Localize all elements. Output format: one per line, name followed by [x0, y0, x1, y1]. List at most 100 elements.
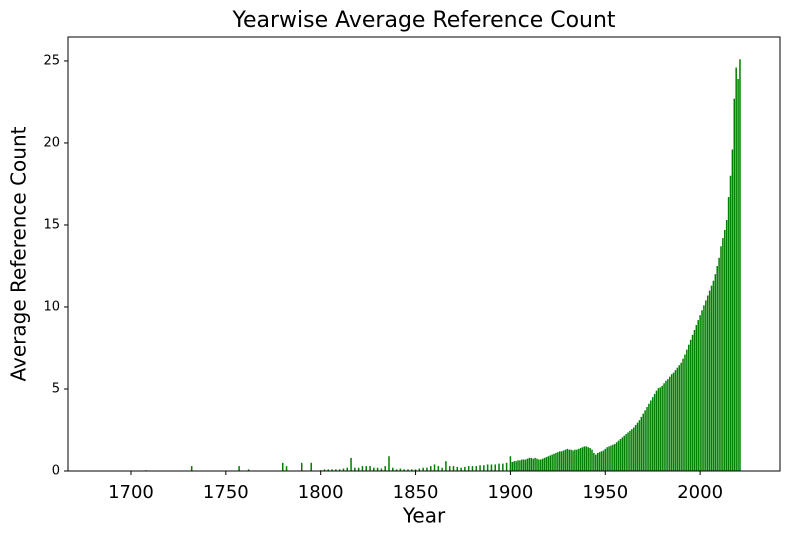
- bar: [703, 305, 705, 471]
- bar: [285, 466, 288, 471]
- bar: [665, 380, 667, 471]
- bar: [648, 403, 650, 471]
- x-tick-label: 1750: [203, 482, 249, 503]
- bar: [572, 450, 574, 471]
- chart-title: Yearwise Average Reference Count: [231, 8, 615, 33]
- bar: [528, 457, 531, 471]
- bar: [456, 466, 459, 471]
- bar: [712, 280, 715, 471]
- bar: [437, 466, 440, 471]
- bar: [452, 466, 455, 471]
- bar: [591, 449, 593, 471]
- bar: [718, 257, 720, 471]
- bar: [581, 447, 584, 471]
- bar: [538, 459, 540, 471]
- y-tick-label: 10: [43, 299, 60, 314]
- bar: [384, 466, 386, 471]
- bar: [574, 449, 576, 471]
- bar: [534, 457, 536, 471]
- y-tick-label: 5: [52, 381, 60, 396]
- bar: [714, 274, 717, 471]
- bar: [638, 420, 641, 471]
- bar: [422, 467, 424, 471]
- x-tick-label: 1900: [488, 482, 534, 503]
- bar: [579, 448, 582, 471]
- bar: [674, 370, 677, 471]
- bar: [502, 463, 504, 471]
- bar: [509, 456, 512, 471]
- bar: [566, 448, 569, 471]
- bar: [361, 466, 364, 471]
- bar: [536, 458, 538, 471]
- bar: [557, 452, 559, 471]
- bar: [708, 290, 711, 471]
- x-tick-label: 2000: [677, 482, 723, 503]
- bar: [710, 285, 713, 471]
- bar: [418, 468, 421, 471]
- bar: [522, 459, 525, 471]
- bar: [540, 459, 542, 471]
- bar: [697, 320, 699, 471]
- bar: [722, 238, 724, 471]
- y-axis-label: Average Reference Count: [7, 126, 31, 381]
- bar: [281, 462, 284, 471]
- bar: [549, 455, 552, 471]
- bar: [699, 315, 701, 471]
- bar: [608, 446, 610, 471]
- bar: [598, 452, 601, 471]
- bar: [669, 376, 671, 471]
- bar: [655, 390, 658, 471]
- bar: [729, 175, 732, 471]
- bar: [733, 98, 736, 471]
- bar: [505, 462, 508, 471]
- bar: [617, 440, 620, 471]
- bar: [547, 456, 550, 471]
- bar: [564, 449, 567, 471]
- bar: [445, 461, 447, 471]
- bar: [448, 466, 451, 471]
- bar: [555, 452, 557, 471]
- bar: [460, 467, 462, 471]
- bar: [486, 464, 489, 471]
- bar: [467, 466, 470, 471]
- bar: [642, 413, 644, 471]
- bar: [695, 325, 698, 471]
- bar: [513, 461, 515, 471]
- x-tick-label: 1850: [393, 482, 439, 503]
- bar: [600, 451, 603, 471]
- bar: [568, 449, 570, 471]
- bar: [640, 416, 643, 471]
- bar: [369, 466, 371, 471]
- bar: [667, 379, 669, 471]
- bar: [595, 454, 597, 471]
- bar: [541, 458, 544, 471]
- y-tick-label: 0: [52, 464, 60, 479]
- bar: [613, 443, 616, 471]
- bar: [483, 465, 485, 471]
- bar: [429, 466, 432, 471]
- bar: [498, 463, 500, 471]
- bar: [619, 439, 622, 471]
- bar: [300, 462, 303, 471]
- bar: [739, 59, 741, 471]
- bar: [686, 349, 688, 471]
- bar: [562, 450, 565, 471]
- bar: [530, 457, 533, 471]
- bar: [687, 344, 690, 471]
- bar: [524, 459, 527, 471]
- bar: [338, 469, 341, 471]
- bar: [515, 461, 517, 471]
- bar: [625, 434, 627, 471]
- bar: [657, 388, 660, 471]
- bar: [392, 467, 394, 471]
- bar: [646, 407, 648, 471]
- bar: [587, 447, 589, 471]
- bar: [414, 469, 417, 471]
- bar: [684, 354, 686, 471]
- bar: [426, 467, 428, 471]
- bar: [373, 467, 375, 471]
- bar: [354, 467, 356, 471]
- bar: [676, 367, 679, 471]
- bar: [342, 468, 345, 471]
- bar: [731, 149, 734, 471]
